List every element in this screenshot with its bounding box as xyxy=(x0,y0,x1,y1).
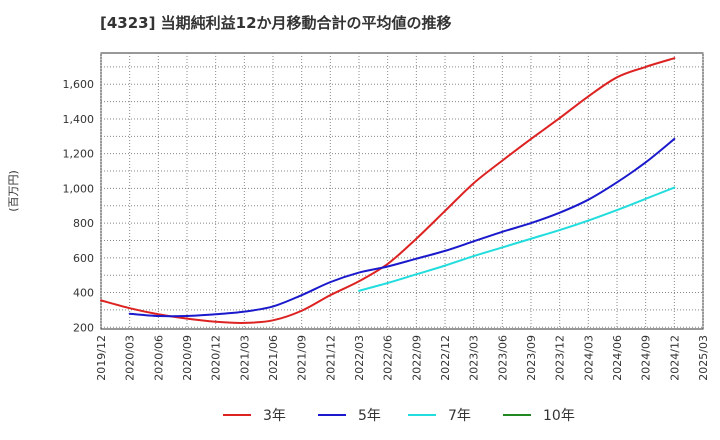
x-tick-label: 2020/09 xyxy=(181,335,194,381)
series-lines xyxy=(100,57,676,324)
x-tick-label: 2022/06 xyxy=(382,335,395,381)
x-tick-label: 2024/06 xyxy=(611,335,624,381)
series-line-7年 xyxy=(358,186,676,292)
x-tick-label: 2021/06 xyxy=(267,335,280,381)
x-tick-label: 2023/06 xyxy=(496,335,509,381)
x-tick-label: 2019/12 xyxy=(95,335,108,381)
x-tick-label: 2022/12 xyxy=(439,335,452,381)
y-axis-label: (百万円) xyxy=(7,170,20,212)
x-tick-label: 2022/03 xyxy=(353,335,366,381)
x-tick-label: 2021/12 xyxy=(324,335,337,381)
y-tick-label: 1,200 xyxy=(63,148,95,161)
chart-title: [4323] 当期純利益12か月移動合計の平均値の推移 xyxy=(100,14,452,32)
x-tick-label: 2024/09 xyxy=(640,335,653,381)
y-tick-label: 600 xyxy=(73,252,94,265)
x-tick-label: 2020/12 xyxy=(210,335,223,381)
x-tick-label: 2021/03 xyxy=(238,335,251,381)
x-tick-label: 2023/03 xyxy=(468,335,481,381)
legend-label: 3年 xyxy=(263,408,286,424)
x-tick-label: 2020/03 xyxy=(124,335,137,381)
y-tick-label: 1,000 xyxy=(63,182,95,195)
series-line-5年 xyxy=(128,137,676,318)
plot-area xyxy=(100,52,704,330)
legend-label: 7年 xyxy=(448,408,471,424)
x-axis: 2019/12 2020/03 2020/06 2020/09 2020/12 2021/… xyxy=(95,335,710,381)
x-tick-label: 2024/03 xyxy=(582,335,595,381)
legend-label: 10年 xyxy=(543,408,575,424)
y-tick-label: 1,600 xyxy=(63,78,95,91)
x-tick-label: 2025/03 xyxy=(697,335,710,381)
y-tick-label: 400 xyxy=(73,287,94,300)
series-line-3年 xyxy=(100,57,676,324)
y-axis: 200 400 600 800 1,000 1,200 1,400 1,600 xyxy=(63,78,95,334)
x-tick-label: 2021/09 xyxy=(296,335,309,381)
legend: 3年 5年 7年 10年 xyxy=(223,408,575,424)
x-tick-label: 2024/12 xyxy=(668,335,681,381)
y-tick-label: 800 xyxy=(73,217,94,230)
x-tick-label: 2022/09 xyxy=(410,335,423,381)
legend-label: 5年 xyxy=(358,408,381,424)
grid-lines xyxy=(100,53,704,329)
x-tick-label: 2023/12 xyxy=(554,335,567,381)
y-tick-label: 200 xyxy=(73,321,94,334)
y-tick-label: 1,400 xyxy=(63,113,95,126)
x-tick-label: 2020/06 xyxy=(152,335,165,381)
x-tick-label: 2023/09 xyxy=(525,335,538,381)
